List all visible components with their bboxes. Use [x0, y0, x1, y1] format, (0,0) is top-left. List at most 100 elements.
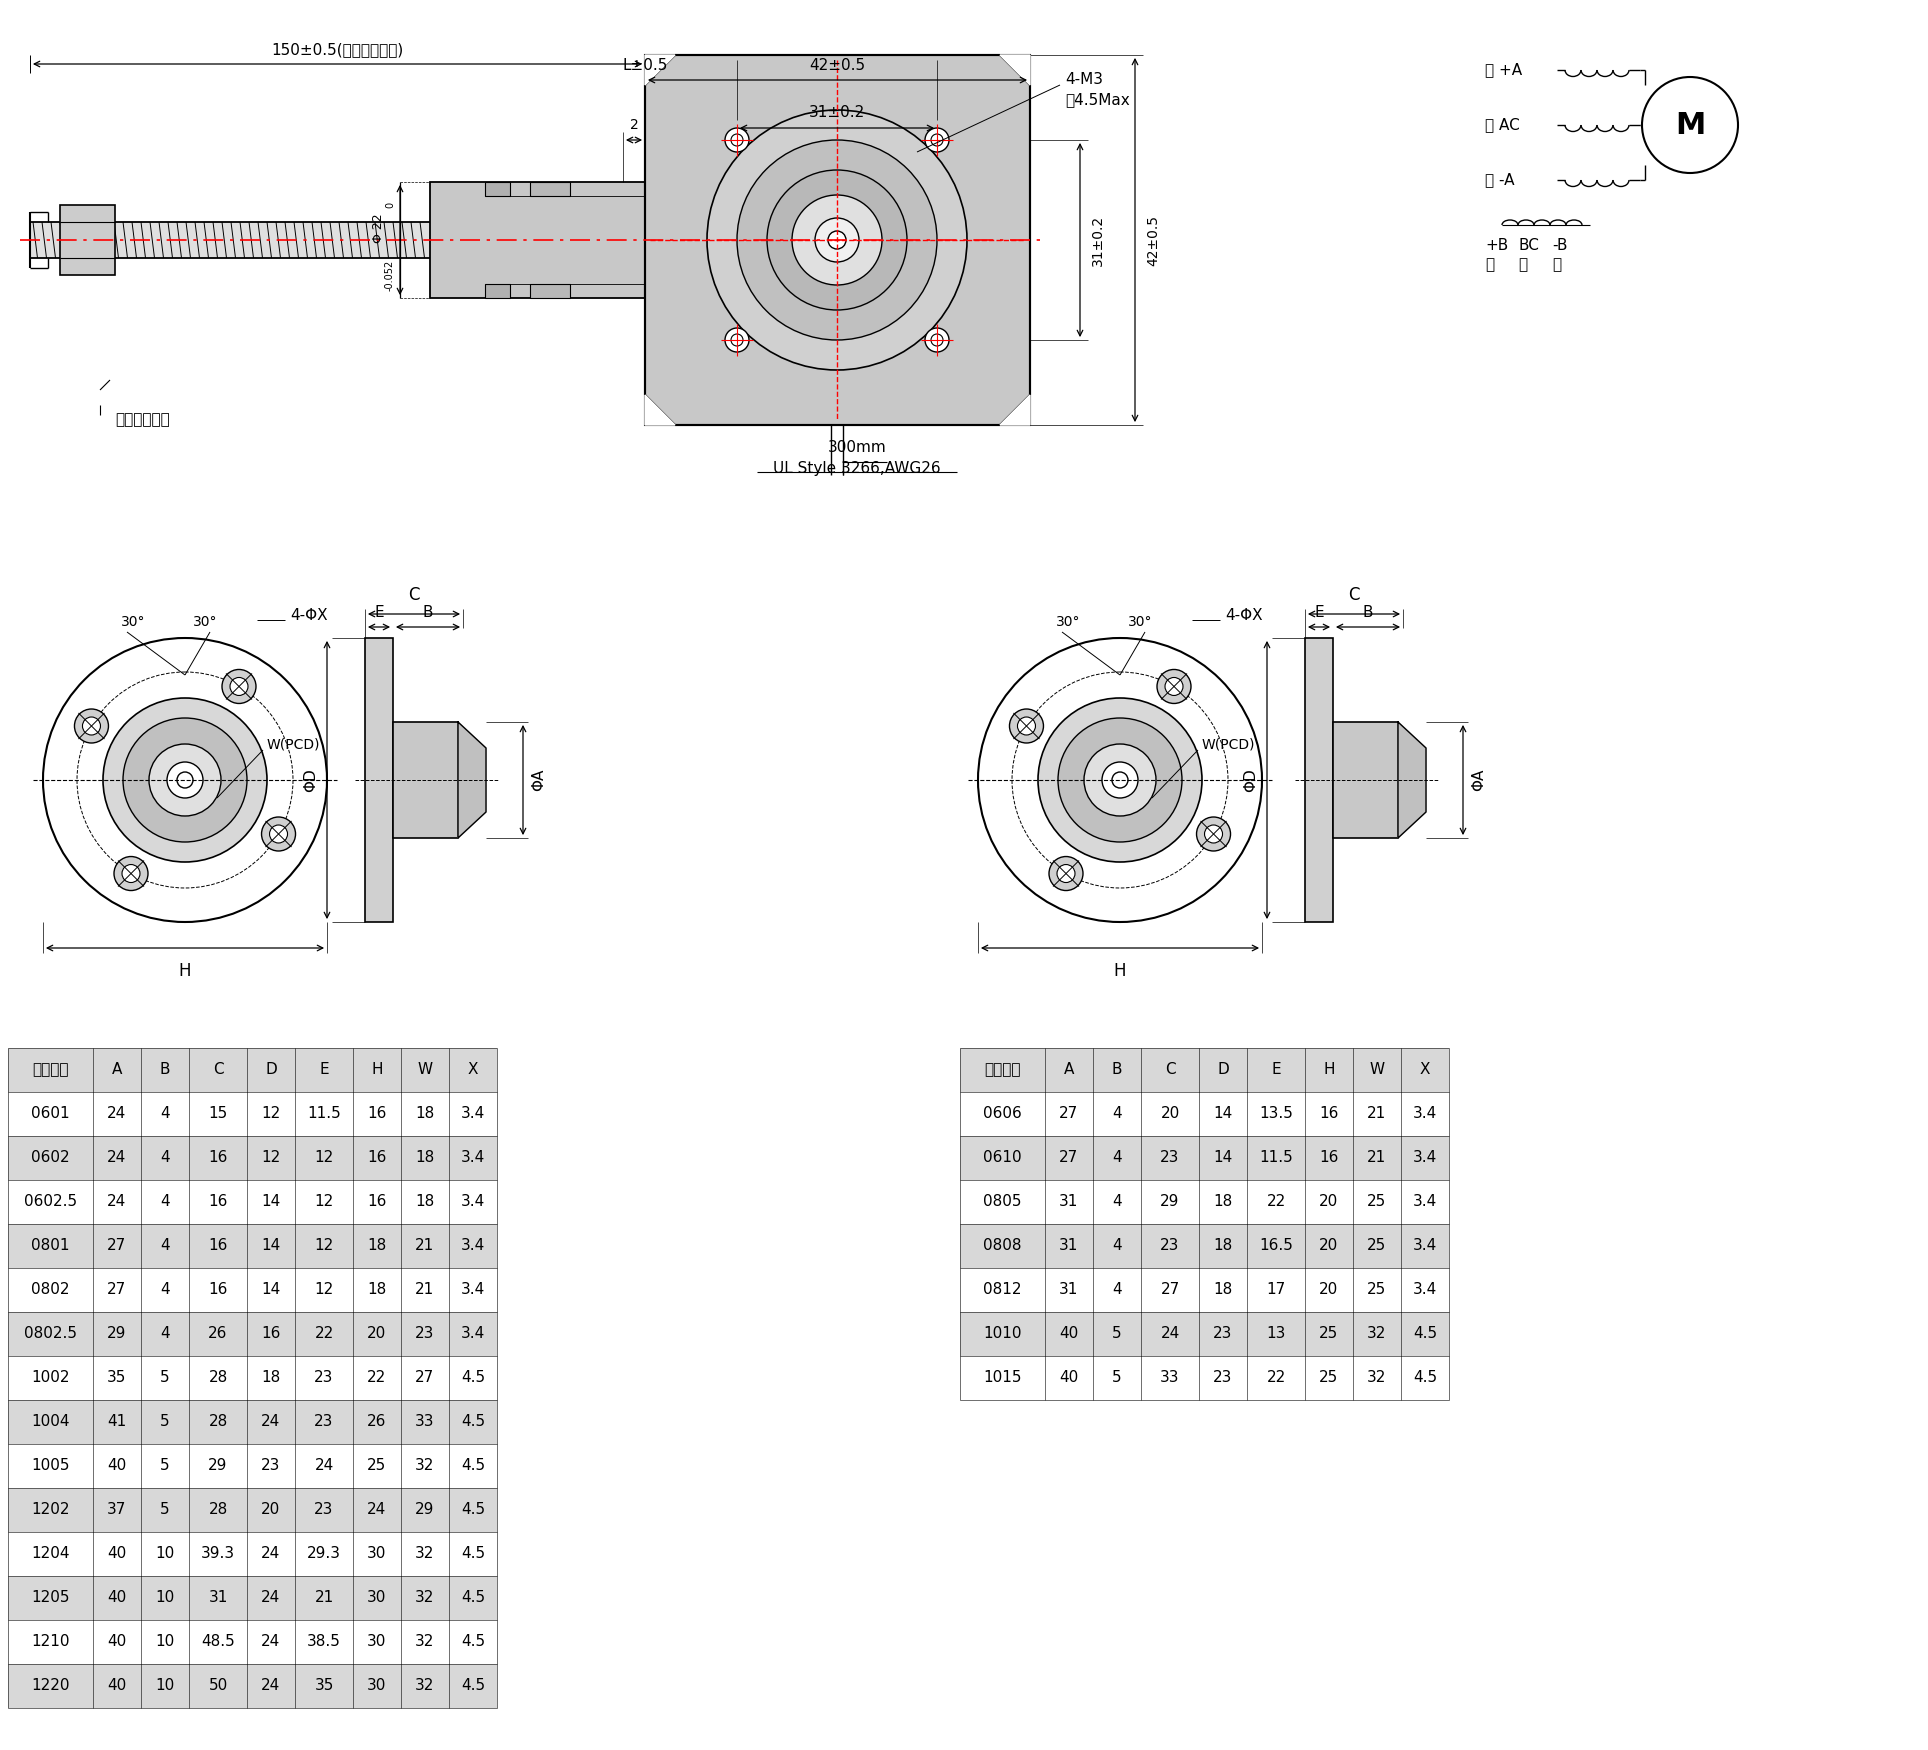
- Text: W: W: [418, 1062, 432, 1078]
- Text: 21: 21: [1367, 1106, 1386, 1122]
- Text: 16: 16: [1319, 1106, 1338, 1122]
- Circle shape: [816, 219, 860, 262]
- Circle shape: [1037, 698, 1201, 863]
- Text: 26: 26: [208, 1326, 228, 1342]
- Circle shape: [708, 110, 968, 369]
- Text: 35: 35: [108, 1370, 127, 1386]
- Circle shape: [736, 140, 937, 340]
- Text: 40: 40: [108, 1591, 127, 1605]
- Text: -0.052: -0.052: [386, 259, 395, 290]
- Text: 31±0.2: 31±0.2: [1091, 215, 1105, 266]
- Text: 33: 33: [415, 1414, 434, 1430]
- Text: 32: 32: [415, 1458, 434, 1474]
- Text: 3.4: 3.4: [461, 1195, 486, 1209]
- Bar: [8, 1048, 497, 1092]
- Text: 15: 15: [208, 1106, 228, 1122]
- Text: 4.5: 4.5: [461, 1591, 486, 1605]
- Text: 绿: 绿: [1485, 257, 1494, 273]
- Text: 21: 21: [415, 1283, 434, 1297]
- Text: 23: 23: [1213, 1370, 1232, 1386]
- Text: 23: 23: [262, 1458, 281, 1474]
- Circle shape: [1112, 772, 1128, 788]
- Text: 1005: 1005: [31, 1458, 69, 1474]
- Text: 3.4: 3.4: [461, 1150, 486, 1166]
- Text: 29.3: 29.3: [307, 1547, 341, 1561]
- Text: 5: 5: [160, 1458, 170, 1474]
- Text: 25: 25: [1367, 1195, 1386, 1209]
- Bar: [8, 1620, 497, 1664]
- Text: 25: 25: [1367, 1283, 1386, 1297]
- Text: 22: 22: [1267, 1195, 1286, 1209]
- Text: 0802: 0802: [31, 1283, 69, 1297]
- Text: 150±0.5(可自定义长度): 150±0.5(可自定义长度): [270, 42, 403, 58]
- Text: 24: 24: [262, 1414, 281, 1430]
- Text: 4.5: 4.5: [461, 1414, 486, 1430]
- Text: ΦA: ΦA: [1471, 768, 1486, 791]
- Text: 4: 4: [160, 1326, 170, 1342]
- Text: 4: 4: [160, 1283, 170, 1297]
- Text: 38.5: 38.5: [307, 1634, 341, 1650]
- Text: 12: 12: [314, 1239, 334, 1253]
- Text: 12: 12: [262, 1150, 281, 1166]
- Polygon shape: [459, 723, 486, 838]
- Text: 10: 10: [156, 1634, 175, 1650]
- Text: 48.5: 48.5: [201, 1634, 235, 1650]
- Text: ΦD: ΦD: [303, 768, 318, 791]
- Text: 红 +A: 红 +A: [1485, 63, 1521, 77]
- Text: 4: 4: [1112, 1283, 1122, 1297]
- Text: H: H: [372, 1062, 384, 1078]
- Circle shape: [270, 824, 287, 844]
- Bar: [8, 1488, 497, 1531]
- Text: 30°: 30°: [121, 614, 145, 628]
- Text: C: C: [409, 586, 420, 604]
- Circle shape: [925, 128, 949, 152]
- Text: X: X: [469, 1062, 478, 1078]
- Text: 18: 18: [415, 1150, 434, 1166]
- Bar: [8, 1400, 497, 1444]
- Text: 5: 5: [160, 1414, 170, 1430]
- Text: 16.5: 16.5: [1259, 1239, 1294, 1253]
- Text: 31: 31: [1058, 1239, 1078, 1253]
- Text: 3.4: 3.4: [461, 1326, 486, 1342]
- Text: 20: 20: [262, 1503, 281, 1517]
- Text: 30°: 30°: [1128, 614, 1153, 628]
- Text: 40: 40: [108, 1458, 127, 1474]
- Text: 17: 17: [1267, 1283, 1286, 1297]
- Text: 18: 18: [415, 1195, 434, 1209]
- Text: 24: 24: [262, 1634, 281, 1650]
- Text: 25: 25: [1319, 1326, 1338, 1342]
- Text: 31: 31: [208, 1591, 228, 1605]
- Text: 32: 32: [1367, 1370, 1386, 1386]
- Text: 4-ΦX: 4-ΦX: [1224, 607, 1263, 623]
- Polygon shape: [646, 396, 675, 425]
- Text: 20: 20: [368, 1326, 388, 1342]
- Bar: [8, 1577, 497, 1620]
- Text: BC: BC: [1517, 238, 1539, 252]
- Text: 3.4: 3.4: [1413, 1283, 1436, 1297]
- Text: 20: 20: [1319, 1239, 1338, 1253]
- Text: 18: 18: [1213, 1195, 1232, 1209]
- Text: 5: 5: [1112, 1370, 1122, 1386]
- Circle shape: [121, 864, 141, 882]
- Text: 0602: 0602: [31, 1150, 69, 1166]
- Text: 3.4: 3.4: [1413, 1106, 1436, 1122]
- Text: 32: 32: [415, 1678, 434, 1694]
- Bar: [960, 1223, 1450, 1269]
- Text: 14: 14: [262, 1239, 281, 1253]
- Text: 30: 30: [368, 1547, 388, 1561]
- Text: 外部线性螺母: 外部线性螺母: [116, 413, 170, 427]
- Text: 24: 24: [108, 1195, 127, 1209]
- Bar: [8, 1223, 497, 1269]
- Text: 0805: 0805: [983, 1195, 1022, 1209]
- Text: D: D: [266, 1062, 278, 1078]
- Text: 24: 24: [262, 1591, 281, 1605]
- Text: 4: 4: [1112, 1195, 1122, 1209]
- Text: W(PCD): W(PCD): [266, 738, 320, 752]
- Text: 35: 35: [314, 1678, 334, 1694]
- Text: UL Style 3266,AWG26: UL Style 3266,AWG26: [773, 460, 941, 476]
- Text: 31: 31: [1058, 1283, 1078, 1297]
- Text: 29: 29: [108, 1326, 127, 1342]
- Text: 32: 32: [1367, 1326, 1386, 1342]
- Bar: [8, 1092, 497, 1136]
- Text: B: B: [1112, 1062, 1122, 1078]
